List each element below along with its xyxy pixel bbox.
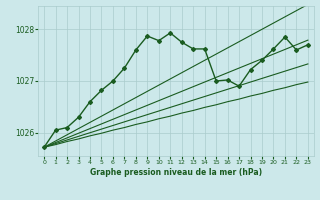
X-axis label: Graphe pression niveau de la mer (hPa): Graphe pression niveau de la mer (hPa) [90,168,262,177]
